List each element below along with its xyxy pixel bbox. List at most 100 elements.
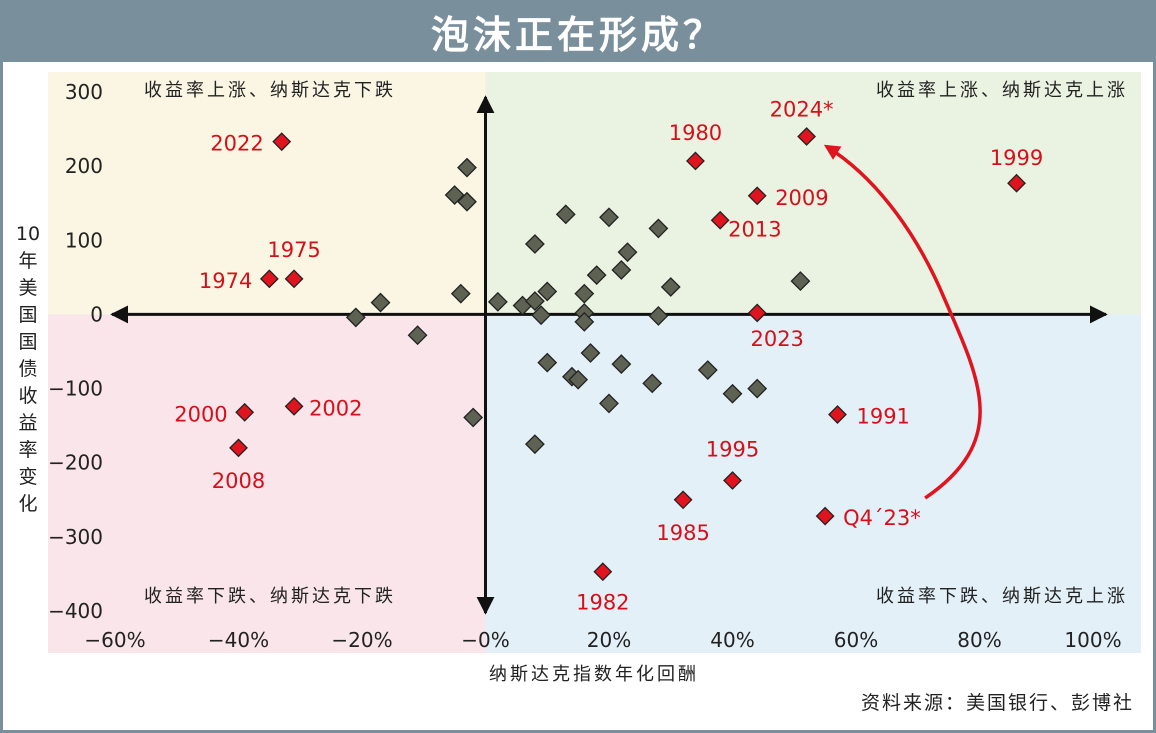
x-tick-label: 100% bbox=[1064, 628, 1121, 652]
x-tick-label: 20% bbox=[587, 628, 631, 652]
data-points bbox=[229, 127, 1026, 582]
data-point bbox=[611, 260, 632, 280]
point-labels: 2022 1975 1974 2000 2002 2008 1980 2024* 1999 200… bbox=[174, 97, 1043, 614]
quadrant-bottom-left bbox=[48, 314, 486, 653]
point-label: 1995 bbox=[706, 438, 759, 462]
y-tick-label: −300 bbox=[48, 525, 103, 549]
highlight-point bbox=[593, 562, 613, 582]
x-tick-label: −40% bbox=[208, 628, 269, 652]
highlight-point bbox=[747, 186, 767, 206]
highlight-point bbox=[797, 127, 817, 146]
data-point bbox=[345, 307, 366, 328]
trend-arrow-path bbox=[823, 144, 982, 500]
y-axis-title-char: 国 bbox=[18, 331, 37, 353]
data-point bbox=[537, 352, 558, 373]
x-tick-label: 60% bbox=[834, 628, 878, 652]
data-point bbox=[524, 291, 545, 312]
data-point bbox=[722, 383, 743, 404]
source-note: 资料来源：美国银行、彭博社 bbox=[860, 692, 1134, 714]
axes bbox=[110, 95, 1108, 615]
data-point bbox=[487, 291, 508, 312]
quadrant-label-bottom-right: 收益率下跌、纳斯达克上涨 bbox=[876, 586, 1128, 607]
y-tick-label: 0 bbox=[90, 302, 103, 326]
x-axis-title: 纳斯达克指数年化回酬 bbox=[489, 664, 699, 685]
y-axis-title-char: 美 bbox=[18, 277, 37, 299]
point-label: 2023 bbox=[750, 327, 803, 351]
x-tick-label: 80% bbox=[957, 628, 1001, 652]
point-label: 2000 bbox=[174, 402, 227, 426]
title-bar: 泡沫正在形成？ bbox=[0, 0, 1156, 62]
point-label: 1974 bbox=[199, 269, 252, 293]
y-axis-title-char: 10 bbox=[16, 223, 40, 245]
point-label: Q4´23* bbox=[843, 506, 921, 530]
point-label: 1980 bbox=[669, 121, 722, 145]
data-point bbox=[790, 271, 811, 291]
tick-labels: 300 200 100 0 −100 −200 −300 −400 −60% −40% −20% −0… bbox=[48, 80, 1122, 652]
data-point bbox=[599, 393, 619, 414]
data-point bbox=[599, 207, 619, 228]
y-axis-title-char: 国 bbox=[18, 304, 37, 326]
point-label: 2022 bbox=[210, 132, 263, 156]
chart-title: 泡沫正在形成？ bbox=[430, 12, 725, 57]
data-point bbox=[407, 325, 428, 346]
y-axis-title-char: 变 bbox=[18, 466, 37, 488]
highlight-point bbox=[686, 151, 705, 171]
highlight-point bbox=[284, 269, 304, 289]
data-point bbox=[463, 407, 484, 428]
highlight-point bbox=[235, 402, 255, 422]
data-point bbox=[555, 204, 576, 225]
highlight-point bbox=[673, 490, 693, 510]
data-point bbox=[524, 434, 545, 455]
point-label: 1982 bbox=[576, 591, 629, 615]
data-point bbox=[444, 185, 465, 205]
highlight-point bbox=[723, 471, 742, 490]
y-tick-label: −400 bbox=[48, 599, 103, 623]
data-point bbox=[648, 218, 669, 239]
highlight-point bbox=[284, 396, 304, 416]
x-tick-label: −60% bbox=[84, 628, 145, 652]
y-tick-label: 300 bbox=[65, 80, 103, 104]
highlight-point bbox=[815, 506, 835, 526]
data-point bbox=[660, 277, 681, 297]
data-point bbox=[642, 373, 663, 394]
data-point bbox=[648, 305, 669, 326]
y-axis-title-char: 债 bbox=[18, 358, 37, 380]
data-point bbox=[617, 242, 638, 263]
y-axis-title-char: 收 bbox=[18, 385, 37, 407]
quadrant-label-top-right: 收益率上涨、纳斯达克上涨 bbox=[876, 80, 1128, 101]
point-label: 1991 bbox=[856, 405, 909, 429]
data-point bbox=[524, 234, 545, 254]
quadrant-label-top-left: 收益率上涨、纳斯达克下跌 bbox=[144, 80, 396, 101]
data-point bbox=[450, 283, 471, 304]
data-point bbox=[457, 191, 477, 212]
point-label: 1999 bbox=[990, 146, 1043, 170]
data-point bbox=[457, 157, 477, 178]
y-tick-label: −100 bbox=[48, 377, 103, 401]
data-point bbox=[697, 360, 718, 380]
highlight-point bbox=[272, 132, 292, 152]
data-point bbox=[568, 369, 589, 390]
data-point bbox=[574, 311, 595, 332]
highlight-point bbox=[229, 438, 248, 458]
data-point bbox=[531, 305, 551, 326]
y-axis-title-char: 年 bbox=[18, 250, 37, 272]
data-point bbox=[370, 292, 391, 313]
y-tick-label: −200 bbox=[48, 451, 103, 475]
quadrant-label-bottom-left: 收益率下跌、纳斯达克下跌 bbox=[144, 586, 396, 607]
y-axis-title-char: 化 bbox=[18, 493, 37, 515]
highlight-point bbox=[710, 210, 730, 230]
data-point bbox=[574, 283, 595, 304]
point-label: 2008 bbox=[212, 469, 265, 493]
quadrant-backgrounds bbox=[48, 72, 1141, 653]
point-label: 1985 bbox=[656, 521, 709, 545]
data-point bbox=[537, 281, 558, 302]
point-label: 1975 bbox=[267, 238, 320, 262]
point-label: 2013 bbox=[728, 217, 781, 241]
y-axis-title-char: 益 bbox=[18, 412, 37, 434]
x-tick-label: 40% bbox=[710, 628, 754, 652]
y-tick-label: 200 bbox=[65, 154, 103, 178]
point-label: 2024* bbox=[770, 97, 834, 121]
